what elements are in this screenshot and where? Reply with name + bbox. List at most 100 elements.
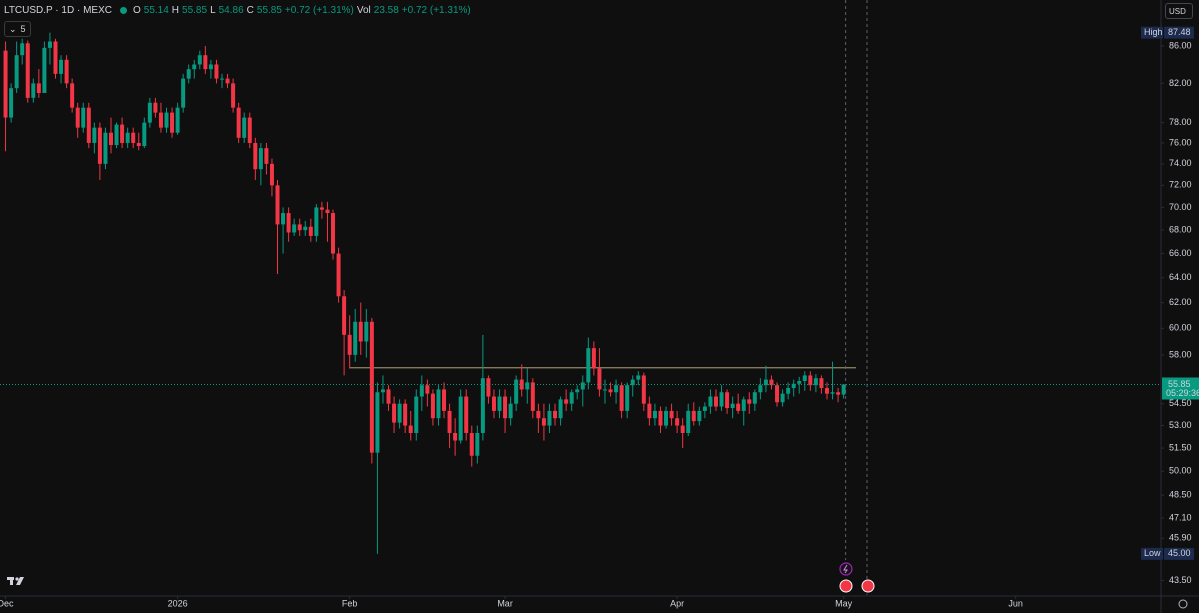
candle-body (59, 59, 64, 74)
candle-body (525, 382, 530, 390)
event-flag[interactable] (839, 579, 853, 593)
candle-body (242, 117, 247, 138)
candle-body (42, 47, 47, 93)
low-marker-tag (1141, 547, 1163, 560)
candle-body (497, 396, 502, 411)
candle-body (47, 41, 52, 48)
candle-body (830, 392, 835, 394)
candle-body (403, 403, 408, 426)
low-marker-label: 45.00 (1168, 548, 1191, 558)
y-tick-label: 86.00 (1169, 40, 1192, 50)
candle-body (142, 122, 147, 147)
candle-body (491, 396, 496, 411)
candle-body (397, 403, 402, 423)
candle-body (813, 378, 818, 386)
candle-body (680, 425, 685, 433)
candle-body (125, 132, 130, 143)
y-tick-label: 45.90 (1169, 533, 1192, 543)
candle-body (691, 410, 696, 422)
ohlc-label: H (171, 5, 180, 16)
x-tick-label: 2026 (168, 598, 188, 608)
candle-body (225, 78, 230, 84)
y-tick-label: 53.00 (1169, 420, 1192, 430)
candle-body (236, 107, 241, 138)
symbol: LTCUSD.P · 1D · MEXC (4, 5, 112, 16)
candle-body (131, 132, 136, 143)
x-tick-label: May (835, 598, 853, 608)
candle-body (553, 410, 558, 419)
candle-body (380, 389, 385, 393)
y-tick-label: 68.00 (1169, 225, 1192, 235)
indicator-toggle[interactable]: ⌄ 5 (4, 21, 31, 37)
candle-body (602, 389, 607, 391)
vol-label: Vol (356, 5, 371, 16)
candle-body (719, 392, 724, 407)
currency: USD (1169, 6, 1186, 16)
candle-body (414, 396, 419, 433)
candle-body (258, 148, 263, 170)
candle-body (164, 112, 169, 128)
x-tick-label: Jun (1008, 598, 1023, 608)
event-icon[interactable] (839, 562, 853, 576)
candle-body (81, 107, 86, 128)
ohlc-value: 54.86 (218, 5, 244, 16)
candle-body (808, 375, 813, 386)
candle-body (453, 432, 458, 441)
candle-body (114, 124, 119, 146)
candle-body (702, 406, 707, 411)
y-tick-label: 43.50 (1169, 575, 1192, 585)
y-tick-label: 82.00 (1169, 78, 1192, 88)
candle-body (419, 385, 424, 397)
candle-body (780, 393, 785, 403)
candle-body (741, 399, 746, 411)
candle-body (597, 368, 602, 390)
candle-body (297, 224, 302, 231)
y-tick-label: 66.00 (1169, 248, 1192, 258)
y-tick-label: 60.00 (1169, 323, 1192, 333)
candle-body (713, 396, 718, 407)
y-tick-label: 72.00 (1169, 180, 1192, 190)
high-marker-label: 87.48 (1168, 27, 1191, 37)
candle-body (136, 142, 141, 147)
event-flag[interactable] (861, 579, 875, 593)
candle-body (109, 132, 114, 146)
status-dot (119, 7, 127, 14)
candle-body (836, 392, 841, 395)
y-tick-label: 74.00 (1169, 158, 1192, 168)
candle-body (53, 41, 58, 74)
candle-body (591, 348, 596, 369)
y-tick-label: 50.00 (1169, 466, 1192, 476)
candle-body (247, 117, 252, 143)
candle-body (314, 207, 319, 236)
candle-body (208, 64, 213, 70)
settings-icon[interactable] (1178, 599, 1188, 609)
candle-body (425, 385, 430, 394)
candle-body (430, 393, 435, 419)
candle-body (586, 348, 591, 383)
high-marker-badge (1164, 26, 1194, 39)
candle-body (436, 389, 441, 419)
candle-body (75, 107, 80, 128)
countdown: 05:29:36 (1166, 388, 1199, 398)
candle-body (503, 396, 508, 419)
candle-body (264, 148, 269, 164)
candle-body (253, 142, 258, 170)
candle-body (658, 410, 663, 426)
candle-body (70, 83, 75, 108)
candle-body (664, 410, 669, 426)
candle-body (791, 383, 796, 389)
candle-body (514, 379, 519, 404)
candle-body (486, 378, 491, 397)
candle-body (652, 410, 657, 419)
candle-body (158, 112, 163, 128)
candle-body (147, 102, 152, 123)
candle-body (775, 385, 780, 403)
candle-body (319, 207, 324, 210)
candle-body (336, 253, 341, 297)
y-tick-label: 48.50 (1169, 490, 1192, 500)
currency-button[interactable]: USD (1165, 3, 1193, 19)
candle-body (97, 127, 102, 164)
candle-body (153, 102, 158, 113)
